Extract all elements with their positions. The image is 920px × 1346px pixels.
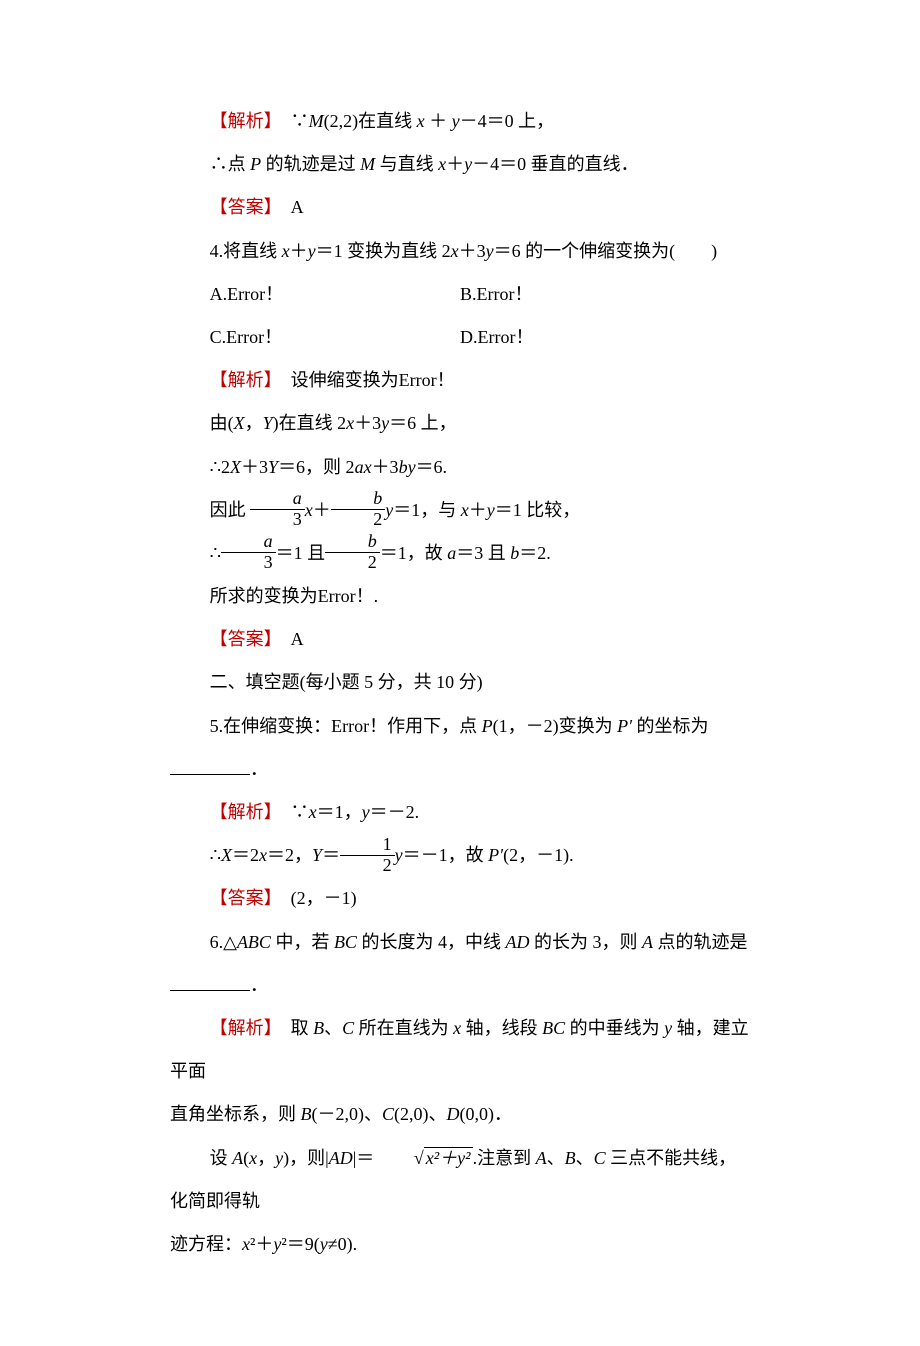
body-line: 迹方程：x²＋y²＝9(y≠0). bbox=[170, 1223, 750, 1266]
body-line: ∴点 P 的轨迹是过 M 与直线 x＋y－4＝0 垂直的直线． bbox=[170, 143, 750, 186]
fraction: a3 bbox=[221, 532, 276, 573]
body-line: 直角坐标系，则 B(－2,0)、C(2,0)、D(0,0)． bbox=[170, 1093, 750, 1136]
label-answer: 【答案】 bbox=[210, 629, 273, 649]
options-row-1: A.Error！ B.Error！ bbox=[170, 273, 750, 316]
option-d: D.Error！ bbox=[460, 316, 750, 359]
label-solution: 【解析】 bbox=[210, 1018, 273, 1038]
option-b: B.Error！ bbox=[460, 273, 750, 316]
options-row-2: C.Error！ D.Error！ bbox=[170, 316, 750, 359]
body-line: ∴a3＝1 且b2＝1，故 a＝3 且 b＝2. bbox=[170, 532, 750, 575]
body-line: 由(X，Y)在直线 2x＋3y＝6 上， bbox=[170, 402, 750, 445]
fraction: a3 bbox=[250, 489, 305, 530]
option-c: C.Error！ bbox=[170, 316, 460, 359]
solution-line: 【解析】 取 B、C 所在直线为 x 轴，线段 BC 的中垂线为 y 轴，建立平… bbox=[170, 1007, 750, 1093]
label-solution: 【解析】 bbox=[210, 370, 273, 390]
solution-line: 【解析】 ∵x＝1，y＝－2. bbox=[170, 791, 750, 834]
question-6: 6.△ABC 中，若 BC 的长度为 4，中线 AD 的长为 3，则 A 点的轨… bbox=[170, 921, 750, 964]
fill-blank bbox=[170, 990, 250, 991]
answer-line: 【答案】 A bbox=[170, 618, 750, 661]
option-a: A.Error！ bbox=[170, 273, 460, 316]
document-page: 【解析】 ∵M(2,2)在直线 x ＋ y－4＝0 上， ∴点 P 的轨迹是过 … bbox=[0, 0, 920, 1346]
label-solution: 【解析】 bbox=[210, 111, 273, 131]
answer-line: 【答案】 (2，－1) bbox=[170, 877, 750, 920]
fraction: 12 bbox=[340, 835, 395, 876]
solution-line: 【解析】 ∵M(2,2)在直线 x ＋ y－4＝0 上， bbox=[170, 100, 750, 143]
answer-line: 【答案】 A bbox=[170, 186, 750, 229]
fill-blank bbox=[170, 774, 250, 775]
label-solution: 【解析】 bbox=[210, 802, 273, 822]
solution-line: 【解析】 设伸缩变换为Error！ bbox=[170, 359, 750, 402]
body-line: 设 A(x，y)，则|AD|＝√x²＋y².注意到 A、B、C 三点不能共线，化… bbox=[170, 1137, 750, 1223]
fraction: b2 bbox=[325, 532, 380, 573]
question-5: 5.在伸缩变换：Error！作用下，点 P(1，－2)变换为 P′ 的坐标为． bbox=[170, 705, 750, 791]
fraction: b2 bbox=[331, 489, 386, 530]
section-heading: 二、填空题(每小题 5 分，共 10 分) bbox=[170, 661, 750, 704]
body-line: ∴2X＋3Y＝6，则 2ax＋3by＝6. bbox=[170, 446, 750, 489]
question-6-cont: ． bbox=[170, 964, 750, 1007]
question-4: 4.将直线 x＋y＝1 变换为直线 2x＋3y＝6 的一个伸缩变换为( ) bbox=[170, 230, 750, 273]
label-answer: 【答案】 bbox=[210, 888, 273, 908]
body-line: 所求的变换为Error！. bbox=[170, 575, 750, 618]
body-line: 因此 a3x＋b2y＝1，与 x＋y＝1 比较， bbox=[170, 489, 750, 532]
label-answer: 【答案】 bbox=[210, 197, 273, 217]
body-line: ∴X＝2x＝2，Y＝12y＝－1，故 P′(2，－1). bbox=[170, 834, 750, 877]
sqrt: √x²＋y² bbox=[374, 1137, 472, 1180]
